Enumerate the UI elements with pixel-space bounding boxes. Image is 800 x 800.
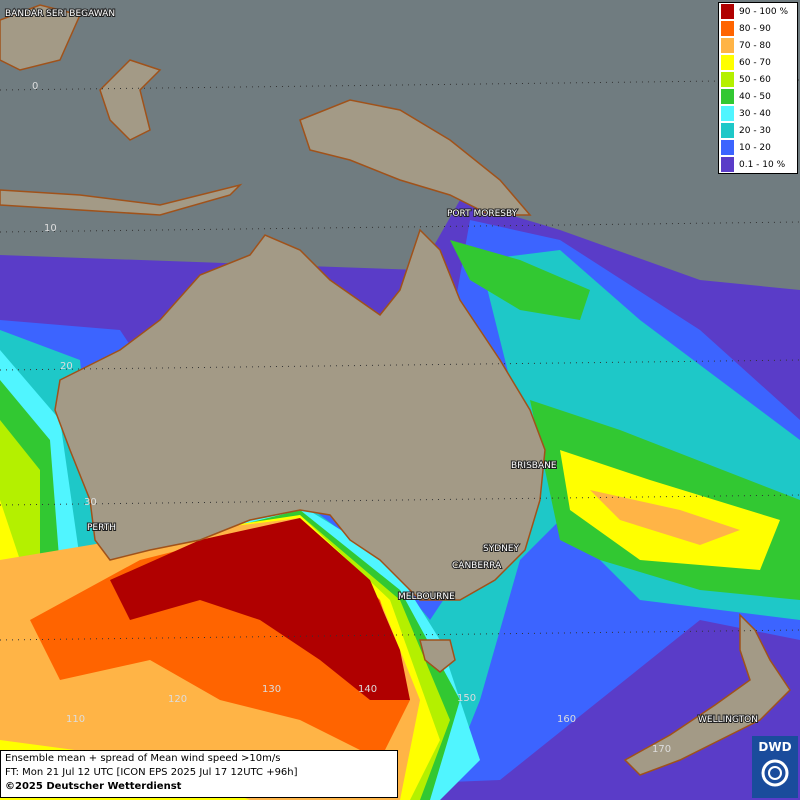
grid-label: 10	[44, 223, 57, 234]
footer: Ensemble mean + spread of Mean wind spee…	[0, 750, 398, 798]
place-label: MELBOURNE	[398, 592, 455, 602]
field	[450, 240, 590, 320]
borneo	[0, 4, 82, 71]
legend-item: 70 - 80	[719, 37, 797, 54]
legend-label: 50 - 60	[739, 74, 771, 85]
legend-swatch	[721, 157, 734, 172]
grid-label: 160	[557, 714, 576, 725]
grid-label: 110	[66, 714, 85, 725]
australia	[54, 228, 546, 601]
legend-label: 60 - 70	[739, 57, 771, 68]
logo-icon	[761, 759, 789, 787]
legend-swatch	[721, 123, 734, 138]
legend-swatch	[721, 140, 734, 155]
land	[0, 4, 791, 776]
field	[110, 518, 410, 700]
grid-label: 170	[652, 744, 671, 755]
legend-item: 10 - 20	[719, 139, 797, 156]
place-label: WELLINGTON	[698, 715, 758, 725]
legend-label: 70 - 80	[739, 40, 771, 51]
graticule	[0, 79, 800, 641]
place-label: PORT MORESBY	[447, 209, 518, 219]
legend-label: 20 - 30	[739, 125, 771, 136]
legend-label: 10 - 20	[739, 142, 771, 153]
grid-label: 120	[168, 694, 187, 705]
legend-swatch	[721, 55, 734, 70]
legend-item: 40 - 50	[719, 88, 797, 105]
legend-item: 50 - 60	[719, 71, 797, 88]
labels: BANDAR SERI BEGAWAN PORT MORESBY BRISBANE P…	[4, 8, 759, 755]
tasmania	[419, 639, 456, 673]
legend-item: 30 - 40	[719, 105, 797, 122]
grid-label: 30	[84, 497, 97, 508]
grid-label: 150	[457, 693, 476, 704]
legend-item: 20 - 30	[719, 122, 797, 139]
graticule-line	[0, 79, 800, 91]
legend-item: 0.1 - 10 %	[719, 156, 797, 173]
grid-label: 20	[60, 361, 73, 372]
footer-line: Ensemble mean + spread of Mean wind spee…	[5, 753, 281, 764]
footer-line: ©2025 Deutscher Wetterdienst	[5, 781, 182, 792]
place-label: CANBERRA	[452, 561, 502, 571]
legend-swatch	[721, 72, 734, 87]
legend-swatch	[721, 38, 734, 53]
field	[590, 490, 740, 545]
graticule-line	[0, 629, 800, 641]
lesser-sunda	[0, 183, 243, 216]
sulawesi	[99, 59, 162, 141]
dwd-logo: DWD	[752, 736, 798, 798]
place-label: BANDAR SERI BEGAWAN	[5, 9, 115, 19]
legend-label: 90 - 100 %	[739, 6, 789, 17]
legend-item: 80 - 90	[719, 20, 797, 37]
new-zealand	[623, 613, 791, 776]
legend-item: 90 - 100 %	[719, 3, 797, 20]
legend-item: 60 - 70	[719, 54, 797, 71]
grid-label: 140	[358, 684, 377, 695]
legend-swatch	[721, 89, 734, 104]
place-label: SYDNEY	[483, 544, 520, 554]
legend-label: 40 - 50	[739, 91, 771, 102]
legend-swatch	[721, 21, 734, 36]
new-guinea	[299, 99, 532, 216]
legend-label: 80 - 90	[739, 23, 771, 34]
graticule-line	[0, 359, 800, 371]
graticule-line	[0, 221, 800, 233]
place-label: PERTH	[87, 523, 116, 533]
footer-line: FT: Mon 21 Jul 12 UTC [ICON EPS 2025 Jul…	[5, 767, 298, 778]
legend: 90 - 100 % 80 - 90 70 - 80 60 - 70 50 - 60 40…	[718, 2, 798, 174]
logo-text: DWD	[758, 740, 792, 754]
place-label: BRISBANE	[511, 461, 557, 471]
grid-label: 130	[262, 684, 281, 695]
legend-swatch	[721, 4, 734, 19]
legend-label: 30 - 40	[739, 108, 771, 119]
grid-label: 0	[32, 81, 38, 92]
legend-swatch	[721, 106, 734, 121]
legend-label: 0.1 - 10 %	[739, 159, 786, 170]
graticule-line	[0, 494, 800, 506]
